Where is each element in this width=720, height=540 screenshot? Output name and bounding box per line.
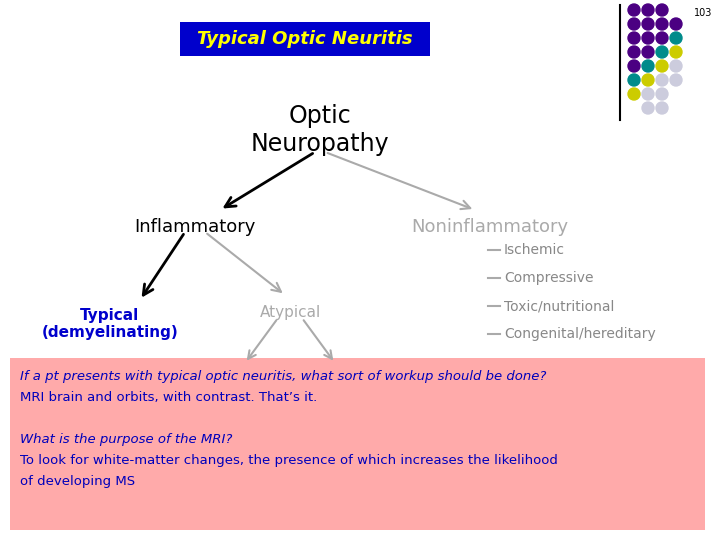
Text: Typical Optic Neuritis: Typical Optic Neuritis [197, 30, 413, 48]
Circle shape [628, 88, 640, 100]
Text: of developing MS: of developing MS [20, 475, 135, 488]
Circle shape [656, 74, 668, 86]
Circle shape [656, 46, 668, 58]
Text: Compressive: Compressive [504, 271, 593, 285]
Text: What is the purpose of the MRI?: What is the purpose of the MRI? [20, 433, 233, 446]
Circle shape [628, 4, 640, 16]
Text: Typical
(demyelinating): Typical (demyelinating) [42, 308, 179, 340]
Circle shape [656, 88, 668, 100]
Text: MRI brain and orbits, with contrast. That’s it.: MRI brain and orbits, with contrast. Tha… [20, 391, 318, 404]
Circle shape [628, 74, 640, 86]
Circle shape [670, 46, 682, 58]
Bar [10, 358, 705, 530]
Circle shape [670, 74, 682, 86]
Circle shape [656, 4, 668, 16]
Circle shape [642, 4, 654, 16]
Circle shape [642, 102, 654, 114]
Circle shape [656, 18, 668, 30]
Text: Noninflammatory: Noninflammatory [411, 218, 569, 236]
Text: 103: 103 [693, 8, 712, 18]
Circle shape [642, 60, 654, 72]
Text: If a pt presents with typical optic neuritis, what sort of workup should be done: If a pt presents with typical optic neur… [20, 370, 546, 383]
Circle shape [642, 46, 654, 58]
Circle shape [656, 102, 668, 114]
Text: Congenital/hereditary: Congenital/hereditary [504, 327, 656, 341]
Circle shape [670, 60, 682, 72]
Circle shape [642, 18, 654, 30]
Text: Atypical: Atypical [259, 305, 320, 320]
Circle shape [642, 32, 654, 44]
Text: Ischemic: Ischemic [504, 243, 565, 257]
Circle shape [628, 46, 640, 58]
Text: Toxic/nutritional: Toxic/nutritional [504, 299, 614, 313]
Circle shape [656, 32, 668, 44]
Circle shape [628, 32, 640, 44]
Circle shape [656, 60, 668, 72]
Text: Inflammatory: Inflammatory [135, 218, 256, 236]
Circle shape [642, 88, 654, 100]
Circle shape [670, 18, 682, 30]
Circle shape [642, 74, 654, 86]
Text: To look for white-matter changes, the presence of which increases the likelihood: To look for white-matter changes, the pr… [20, 454, 558, 467]
Text: Optic
Neuropathy: Optic Neuropathy [251, 104, 390, 156]
Bar [180, 22, 430, 56]
Circle shape [628, 18, 640, 30]
Circle shape [628, 60, 640, 72]
Circle shape [670, 32, 682, 44]
